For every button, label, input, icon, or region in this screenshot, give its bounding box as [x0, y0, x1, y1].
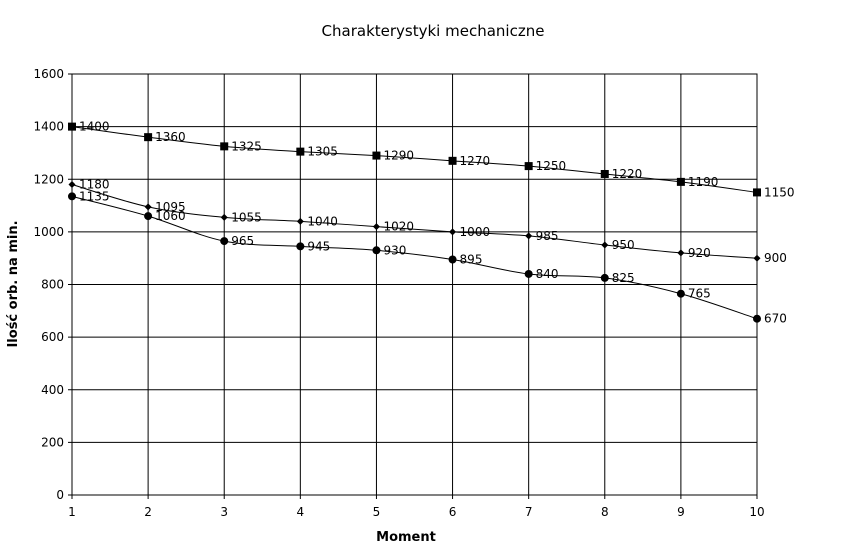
- y-tick-label: 1000: [33, 225, 64, 239]
- y-tick-label: 200: [41, 435, 64, 449]
- series-1-marker: [220, 142, 229, 151]
- series-3-data-label: 895: [460, 253, 483, 267]
- grid: [68, 73, 758, 499]
- x-tick-label: 8: [601, 505, 609, 519]
- y-tick-label: 0: [56, 488, 64, 502]
- series-2-data-label: 985: [536, 229, 559, 243]
- x-tick-label: 6: [449, 505, 457, 519]
- series-3-data-label: 765: [688, 287, 711, 301]
- series-2-data-label: 920: [688, 246, 711, 260]
- series-2-marker: [601, 241, 609, 249]
- series-2-data-label: 1020: [383, 220, 414, 234]
- series-1-data-label: 1150: [764, 185, 795, 199]
- series-3-marker: [676, 289, 685, 298]
- chart-title: Charakterystyki mechaniczne: [322, 22, 545, 40]
- x-tick-label: 1: [68, 505, 76, 519]
- series-3-marker: [753, 314, 761, 323]
- series-3-marker: [144, 212, 153, 221]
- series-2-data-label: 1040: [307, 214, 338, 228]
- series-3-marker: [372, 246, 381, 255]
- series-1-marker: [372, 151, 381, 160]
- y-tick-label: 600: [41, 330, 64, 344]
- series-2-line: [71, 184, 758, 259]
- y-tick-label: 800: [41, 278, 64, 292]
- data-labels: 1400 1360 1325 1305 1290 1270 1250 1220 1190 1150…: [79, 120, 795, 326]
- plot-area-border: [71, 73, 758, 496]
- y-tick-label: 400: [41, 383, 64, 397]
- y-tick-label: 1400: [33, 120, 64, 134]
- x-tick-label: 2: [144, 505, 152, 519]
- series: [68, 122, 761, 323]
- series-2-marker: [449, 228, 457, 236]
- series-2-marker: [372, 223, 380, 231]
- series-3-data-label: 840: [536, 267, 559, 281]
- series-2-marker: [753, 254, 761, 262]
- series-1-data-label: 1250: [536, 159, 567, 173]
- series-3-data-label: 965: [231, 234, 254, 248]
- x-tick-label: 9: [677, 505, 685, 519]
- series-1-data-label: 1305: [307, 145, 338, 159]
- series-2-marker: [68, 181, 76, 189]
- series-1-marker: [600, 169, 609, 178]
- series-3-marker: [220, 237, 229, 246]
- series-2-data-label: 900: [764, 251, 787, 265]
- series-2-data-label: 950: [612, 238, 635, 252]
- series-1-line: [71, 126, 758, 193]
- series-2-data-label: 1055: [231, 210, 262, 224]
- series-1-data-label: 1190: [688, 175, 719, 189]
- y-tick-label: 1200: [33, 172, 64, 186]
- series-1-marker: [448, 156, 457, 165]
- series-2-marker: [220, 213, 228, 221]
- x-axis-label: Moment: [376, 530, 436, 545]
- series-1-data-label: 1325: [231, 139, 262, 153]
- x-tick-label: 5: [373, 505, 381, 519]
- series-3-marker: [600, 273, 609, 282]
- series-2-data-label: 1180: [79, 178, 110, 192]
- series-3-line: [71, 195, 758, 320]
- series-3-data-label: 670: [764, 312, 787, 326]
- series-1-marker: [524, 162, 533, 171]
- series-2-data-label: 1095: [155, 200, 186, 214]
- series-3-data-label: 825: [612, 271, 635, 285]
- series-3-marker: [296, 242, 305, 251]
- series-2-marker: [677, 249, 685, 257]
- x-tick-label: 3: [220, 505, 228, 519]
- series-3-marker: [448, 255, 457, 264]
- series-1-data-label: 1220: [612, 167, 643, 181]
- tick-labels: 0 200 400 600 800 1000 1200 1400 1600 1 2 3 4 5 6 7 8 9 10: [33, 67, 764, 519]
- series-2-marker: [525, 232, 533, 240]
- series-1-marker: [68, 122, 76, 131]
- series-1-data-label: 1290: [383, 149, 414, 163]
- series-3-data-label: 1135: [79, 189, 110, 203]
- series-1-data-label: 1270: [460, 154, 491, 168]
- series-2-data-label: 1000: [460, 225, 491, 239]
- series-3-data-label: 930: [383, 243, 406, 257]
- series-2-marker: [144, 203, 152, 211]
- series-1-data-label: 1360: [155, 130, 186, 144]
- series-1-marker: [296, 147, 305, 156]
- x-tick-label: 7: [525, 505, 533, 519]
- y-tick-label: 1600: [33, 67, 64, 81]
- series-3-marker: [68, 192, 76, 201]
- series-1-marker: [753, 188, 761, 197]
- series-3-data-label: 1060: [155, 209, 186, 223]
- x-tick-label: 10: [749, 505, 764, 519]
- y-axis-label: Ilość orb. na min.: [6, 220, 21, 347]
- series-3-marker: [524, 269, 533, 278]
- series-1-marker: [144, 133, 153, 142]
- series-2-marker: [296, 217, 304, 225]
- series-3-data-label: 945: [307, 239, 330, 253]
- series-1-data-label: 1400: [79, 120, 110, 134]
- x-tick-label: 4: [297, 505, 305, 519]
- series-1-marker: [676, 177, 685, 186]
